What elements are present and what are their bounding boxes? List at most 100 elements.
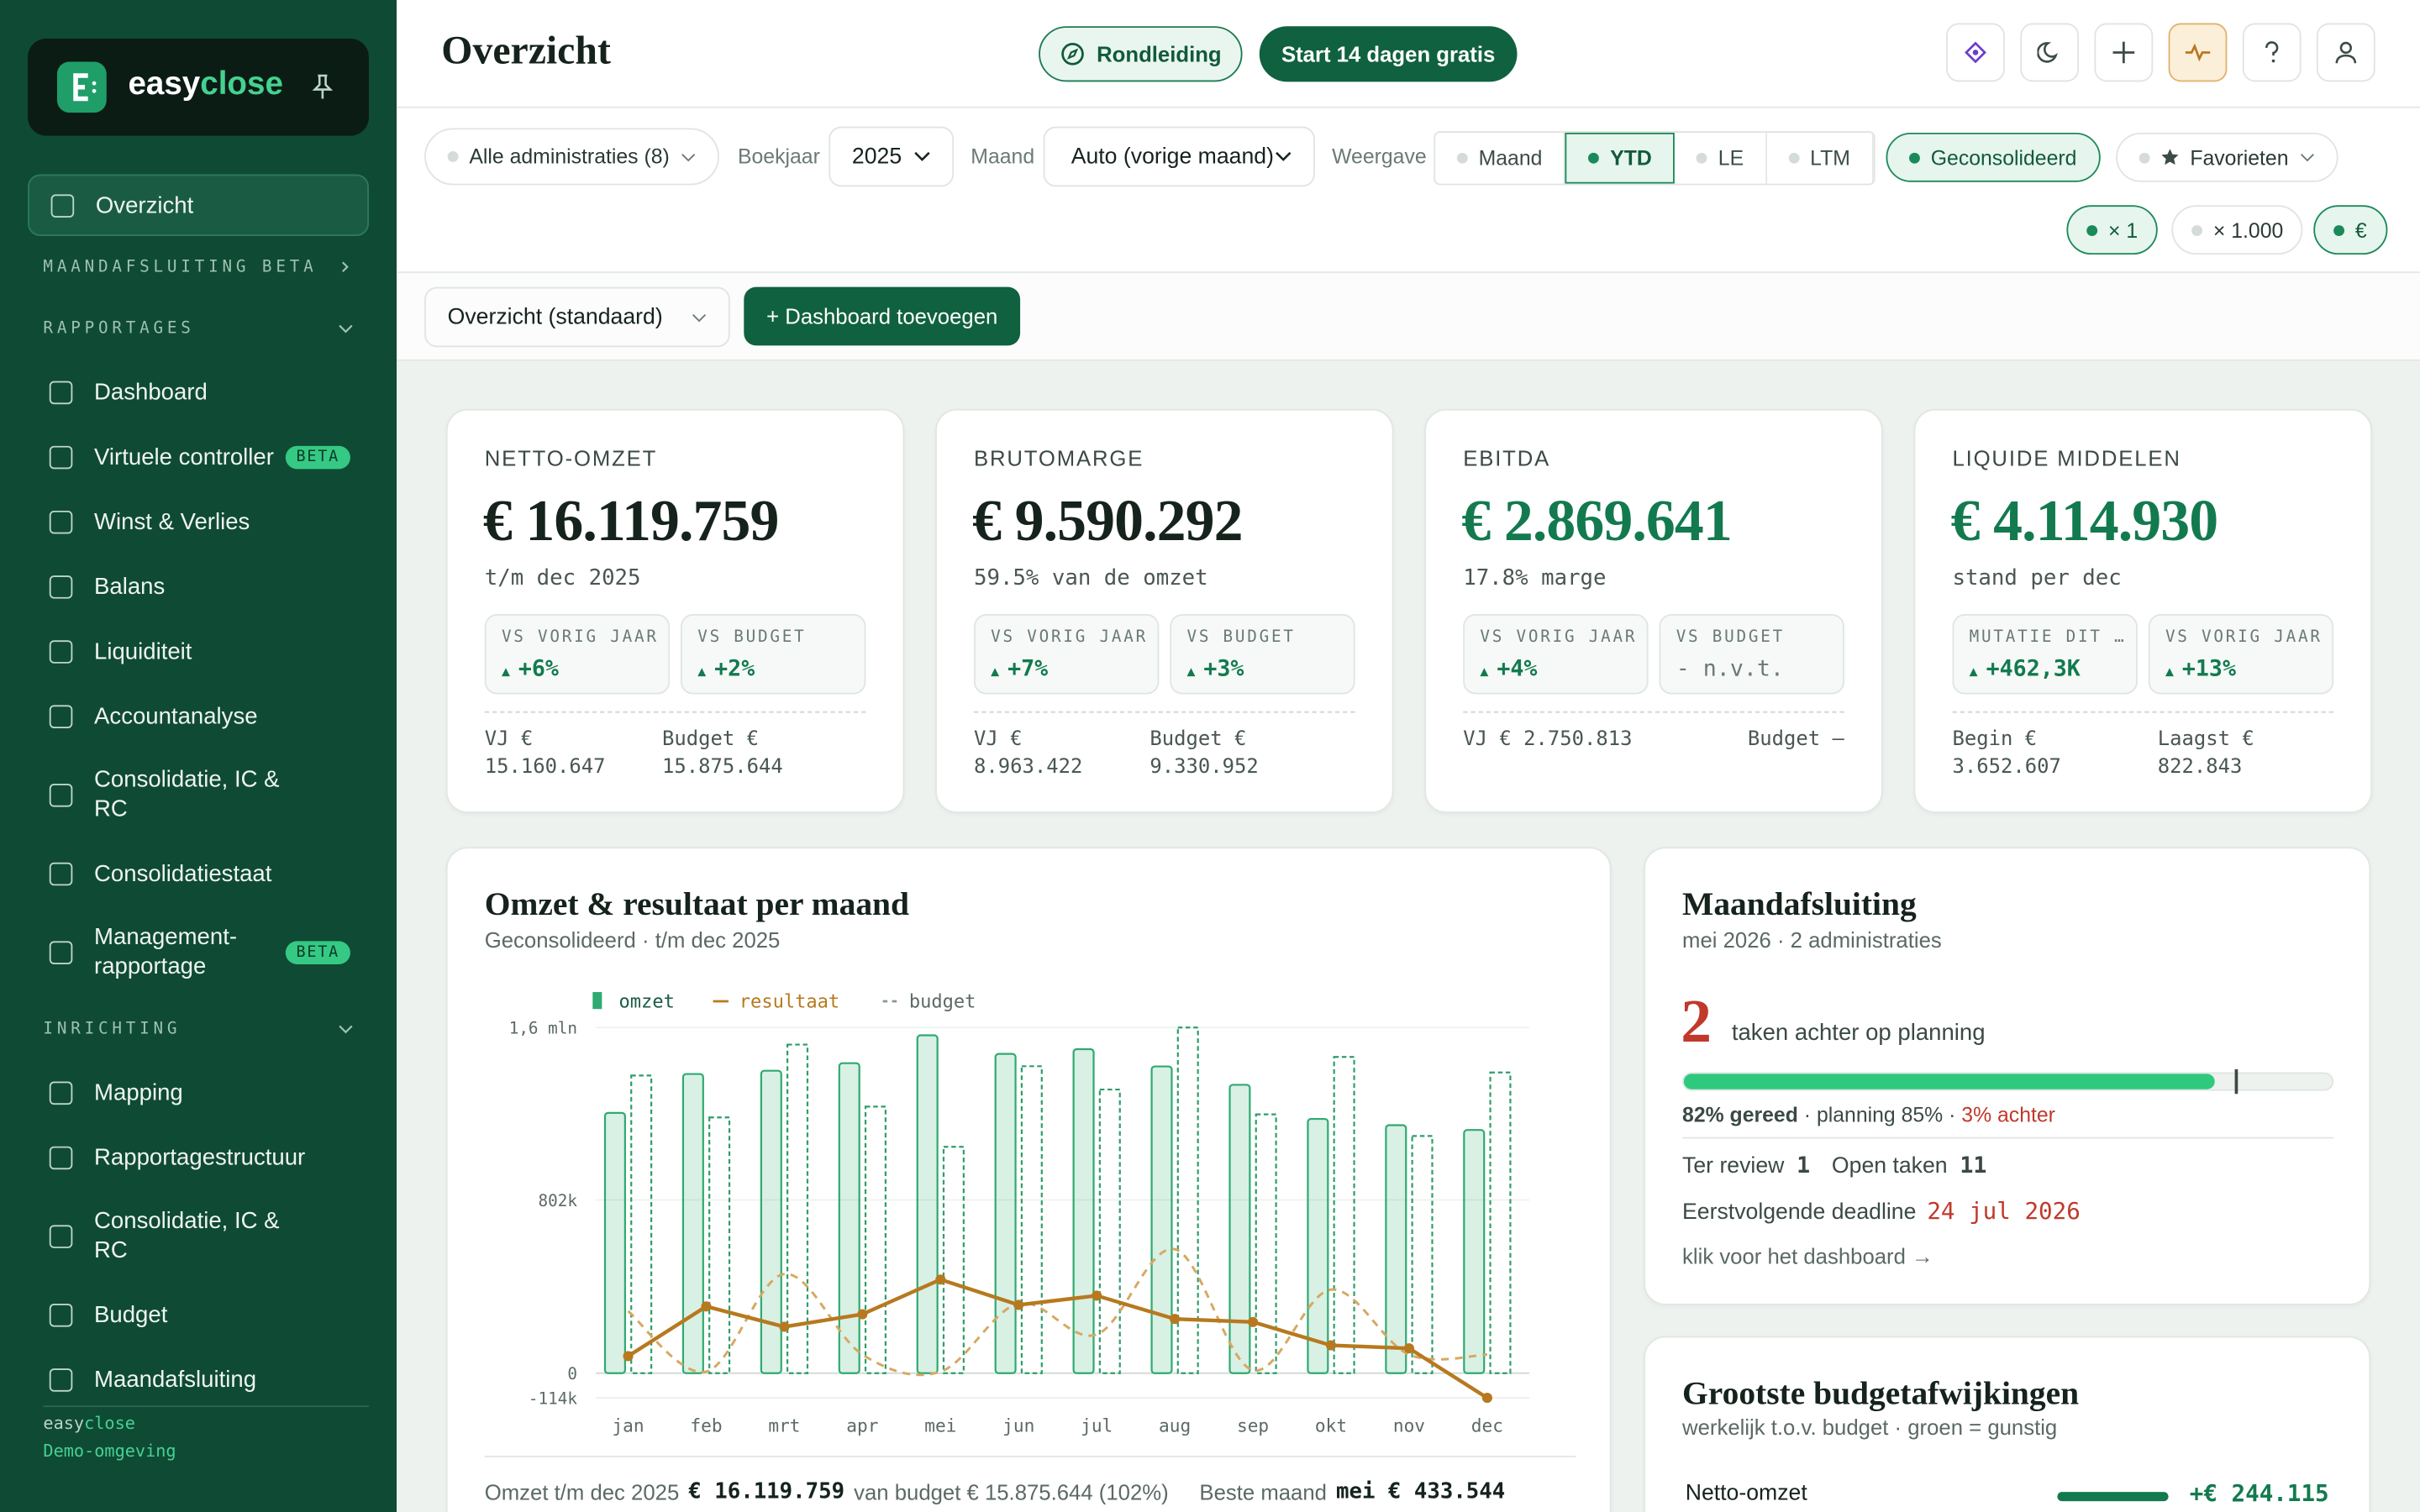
nav-icon (49, 380, 73, 404)
result-line (627, 1277, 1489, 1399)
scale-option[interactable]: € (2313, 205, 2387, 255)
view-option[interactable]: LTM (1767, 132, 1874, 184)
pulse-button[interactable] (2168, 23, 2228, 82)
nav-item[interactable]: Rapportagestructuur (28, 1125, 369, 1189)
nav-label: Management-rapportage (94, 924, 238, 980)
kpi-card: EBITDA € 2.869.641 17.8% marge VS VORIG JAA… (1424, 408, 1883, 813)
row-value: +€ 244.115 (2189, 1479, 2329, 1508)
dashboard-label: Overzicht (standaard) (447, 304, 663, 330)
section-label: MAANDAFSLUITING (43, 257, 250, 276)
dashboard-link[interactable]: klik voor het dashboard → (1682, 1243, 1933, 1268)
kpi-divider (1463, 711, 1844, 713)
nav-item[interactable]: Budget (28, 1282, 369, 1347)
kpi-label: BRUTOMARGE (973, 445, 1144, 471)
view-option[interactable]: YTD (1565, 132, 1676, 184)
footer-value: 2.750.813 (1523, 727, 1633, 752)
help-button[interactable] (2242, 23, 2302, 82)
badge-label: VS BUDGET (1186, 627, 1296, 647)
bar (1307, 1117, 1329, 1374)
entities-select[interactable]: Alle administraties (8) (424, 128, 719, 186)
budget-bar (1176, 1026, 1199, 1374)
nav-item[interactable]: Overzicht (28, 174, 369, 237)
nav-item[interactable]: Winst & Verlies (28, 489, 369, 554)
scale-option[interactable]: × 1 (2066, 205, 2159, 255)
nav-item[interactable]: Dashboard (28, 360, 369, 424)
nav-item[interactable]: Consolidatie, IC & RC (28, 748, 369, 841)
nav-label: Overzicht (95, 192, 194, 218)
nav-item[interactable]: Maandafsluiting (28, 1347, 369, 1411)
nav-item[interactable]: Mapping (28, 1060, 369, 1125)
nav-item[interactable]: Liquiditeit (28, 619, 369, 684)
badge-value: +4% (1480, 657, 1537, 681)
footer-value: € 16.119.759 (688, 1479, 845, 1504)
badge-value: +13% (2165, 657, 2236, 681)
card-title: Grootste budgetafwijkingen (1682, 1374, 2080, 1412)
brand[interactable]: easyclose (28, 38, 369, 136)
footer-value: 822.843 (2157, 756, 2243, 780)
nav-item[interactable]: Balans (28, 554, 369, 618)
kpi-badge: VS BUDGET +2% (681, 614, 866, 695)
result-point (935, 1274, 946, 1285)
footer-label: Budget € (1150, 727, 1247, 752)
user-button[interactable] (2316, 23, 2375, 82)
sidebar-footer: easyclose Demo-omgeving (43, 1405, 369, 1466)
footer-label: Laagst € (2157, 727, 2254, 752)
nav-icon (49, 575, 73, 598)
deadline-date: 24 jul 2026 (1927, 1197, 2081, 1226)
favorites-select[interactable]: Favorieten (2116, 132, 2338, 182)
icon (2112, 41, 2135, 64)
scale-option[interactable]: × 1.000 (2171, 205, 2304, 255)
year-value: 2025 (851, 144, 902, 170)
consolidated-toggle[interactable]: Geconsolideerd (1886, 132, 2100, 182)
x-tick-label: okt (1315, 1415, 1347, 1436)
ai-button[interactable] (1946, 23, 2005, 82)
badge-label: VS VORIG JAAR (2165, 627, 2323, 647)
add-dashboard-button[interactable]: + Dashboard toevoegen (744, 286, 1021, 346)
chevron (1276, 151, 1292, 161)
chevron-path (339, 324, 353, 333)
nav-section[interactable]: MAANDAFSLUITING BETA (28, 236, 369, 297)
footer-b: close (84, 1413, 135, 1434)
kpi-badge: VS BUDGET - n.v.t. (1659, 614, 1844, 695)
trial-button[interactable]: Start 14 dagen gratis (1259, 26, 1518, 82)
logo-icon (73, 73, 97, 102)
icon (2185, 43, 2211, 62)
bar (1072, 1047, 1095, 1374)
budget-bar (1255, 1113, 1277, 1374)
bar (760, 1069, 782, 1374)
year-select[interactable]: 2025 (829, 126, 955, 187)
bar (1463, 1129, 1486, 1374)
sparkle-button[interactable] (2094, 23, 2154, 82)
nav-section[interactable]: RAPPORTAGES (28, 297, 369, 359)
nav-item[interactable]: Management-rapportage BETA (28, 906, 369, 998)
badge-value: +7% (991, 657, 1048, 681)
nav-item[interactable]: Accountanalyse (28, 684, 369, 748)
kpi-divider (1952, 711, 2334, 713)
result-point (701, 1301, 712, 1312)
scale-label: × 1.000 (2212, 218, 2284, 242)
tour-button[interactable]: Rondleiding (1039, 26, 1243, 82)
task-counts: Ter review 1 Open taken 11 (1682, 1154, 1986, 1179)
chevron (681, 153, 695, 161)
close-card[interactable]: Maandafsluiting mei 2026 · 2 administrat… (1644, 847, 2371, 1305)
view-option[interactable]: Maand (1435, 132, 1565, 184)
dot (2086, 224, 2098, 236)
nav-item[interactable]: Consolidatiestaat (28, 841, 369, 906)
month-select[interactable]: Auto (vorige maand) (1043, 126, 1315, 187)
nav-section[interactable]: INRICHTING (28, 998, 369, 1059)
review-count: 1 (1797, 1153, 1811, 1179)
budget-bar (1489, 1071, 1512, 1374)
badge-label: VS VORIG JAAR (991, 627, 1148, 647)
nav-item[interactable]: Virtuele controller BETA (28, 424, 369, 489)
kpi-label: NETTO-OMZET (484, 445, 658, 471)
nav-item[interactable]: Consolidatie, IC & RC (28, 1189, 369, 1282)
planning-label: · planning 85% · (1803, 1103, 1956, 1126)
footer-item: Budget € 9.330.952 (1150, 727, 1258, 782)
theme-button[interactable] (2020, 23, 2080, 82)
pin-icon[interactable] (310, 72, 334, 100)
budget-bar (864, 1105, 887, 1374)
view-option[interactable]: LE (1675, 132, 1767, 184)
nav-icon (49, 1303, 73, 1326)
dashboard-select[interactable]: Overzicht (standaard) (424, 286, 730, 348)
